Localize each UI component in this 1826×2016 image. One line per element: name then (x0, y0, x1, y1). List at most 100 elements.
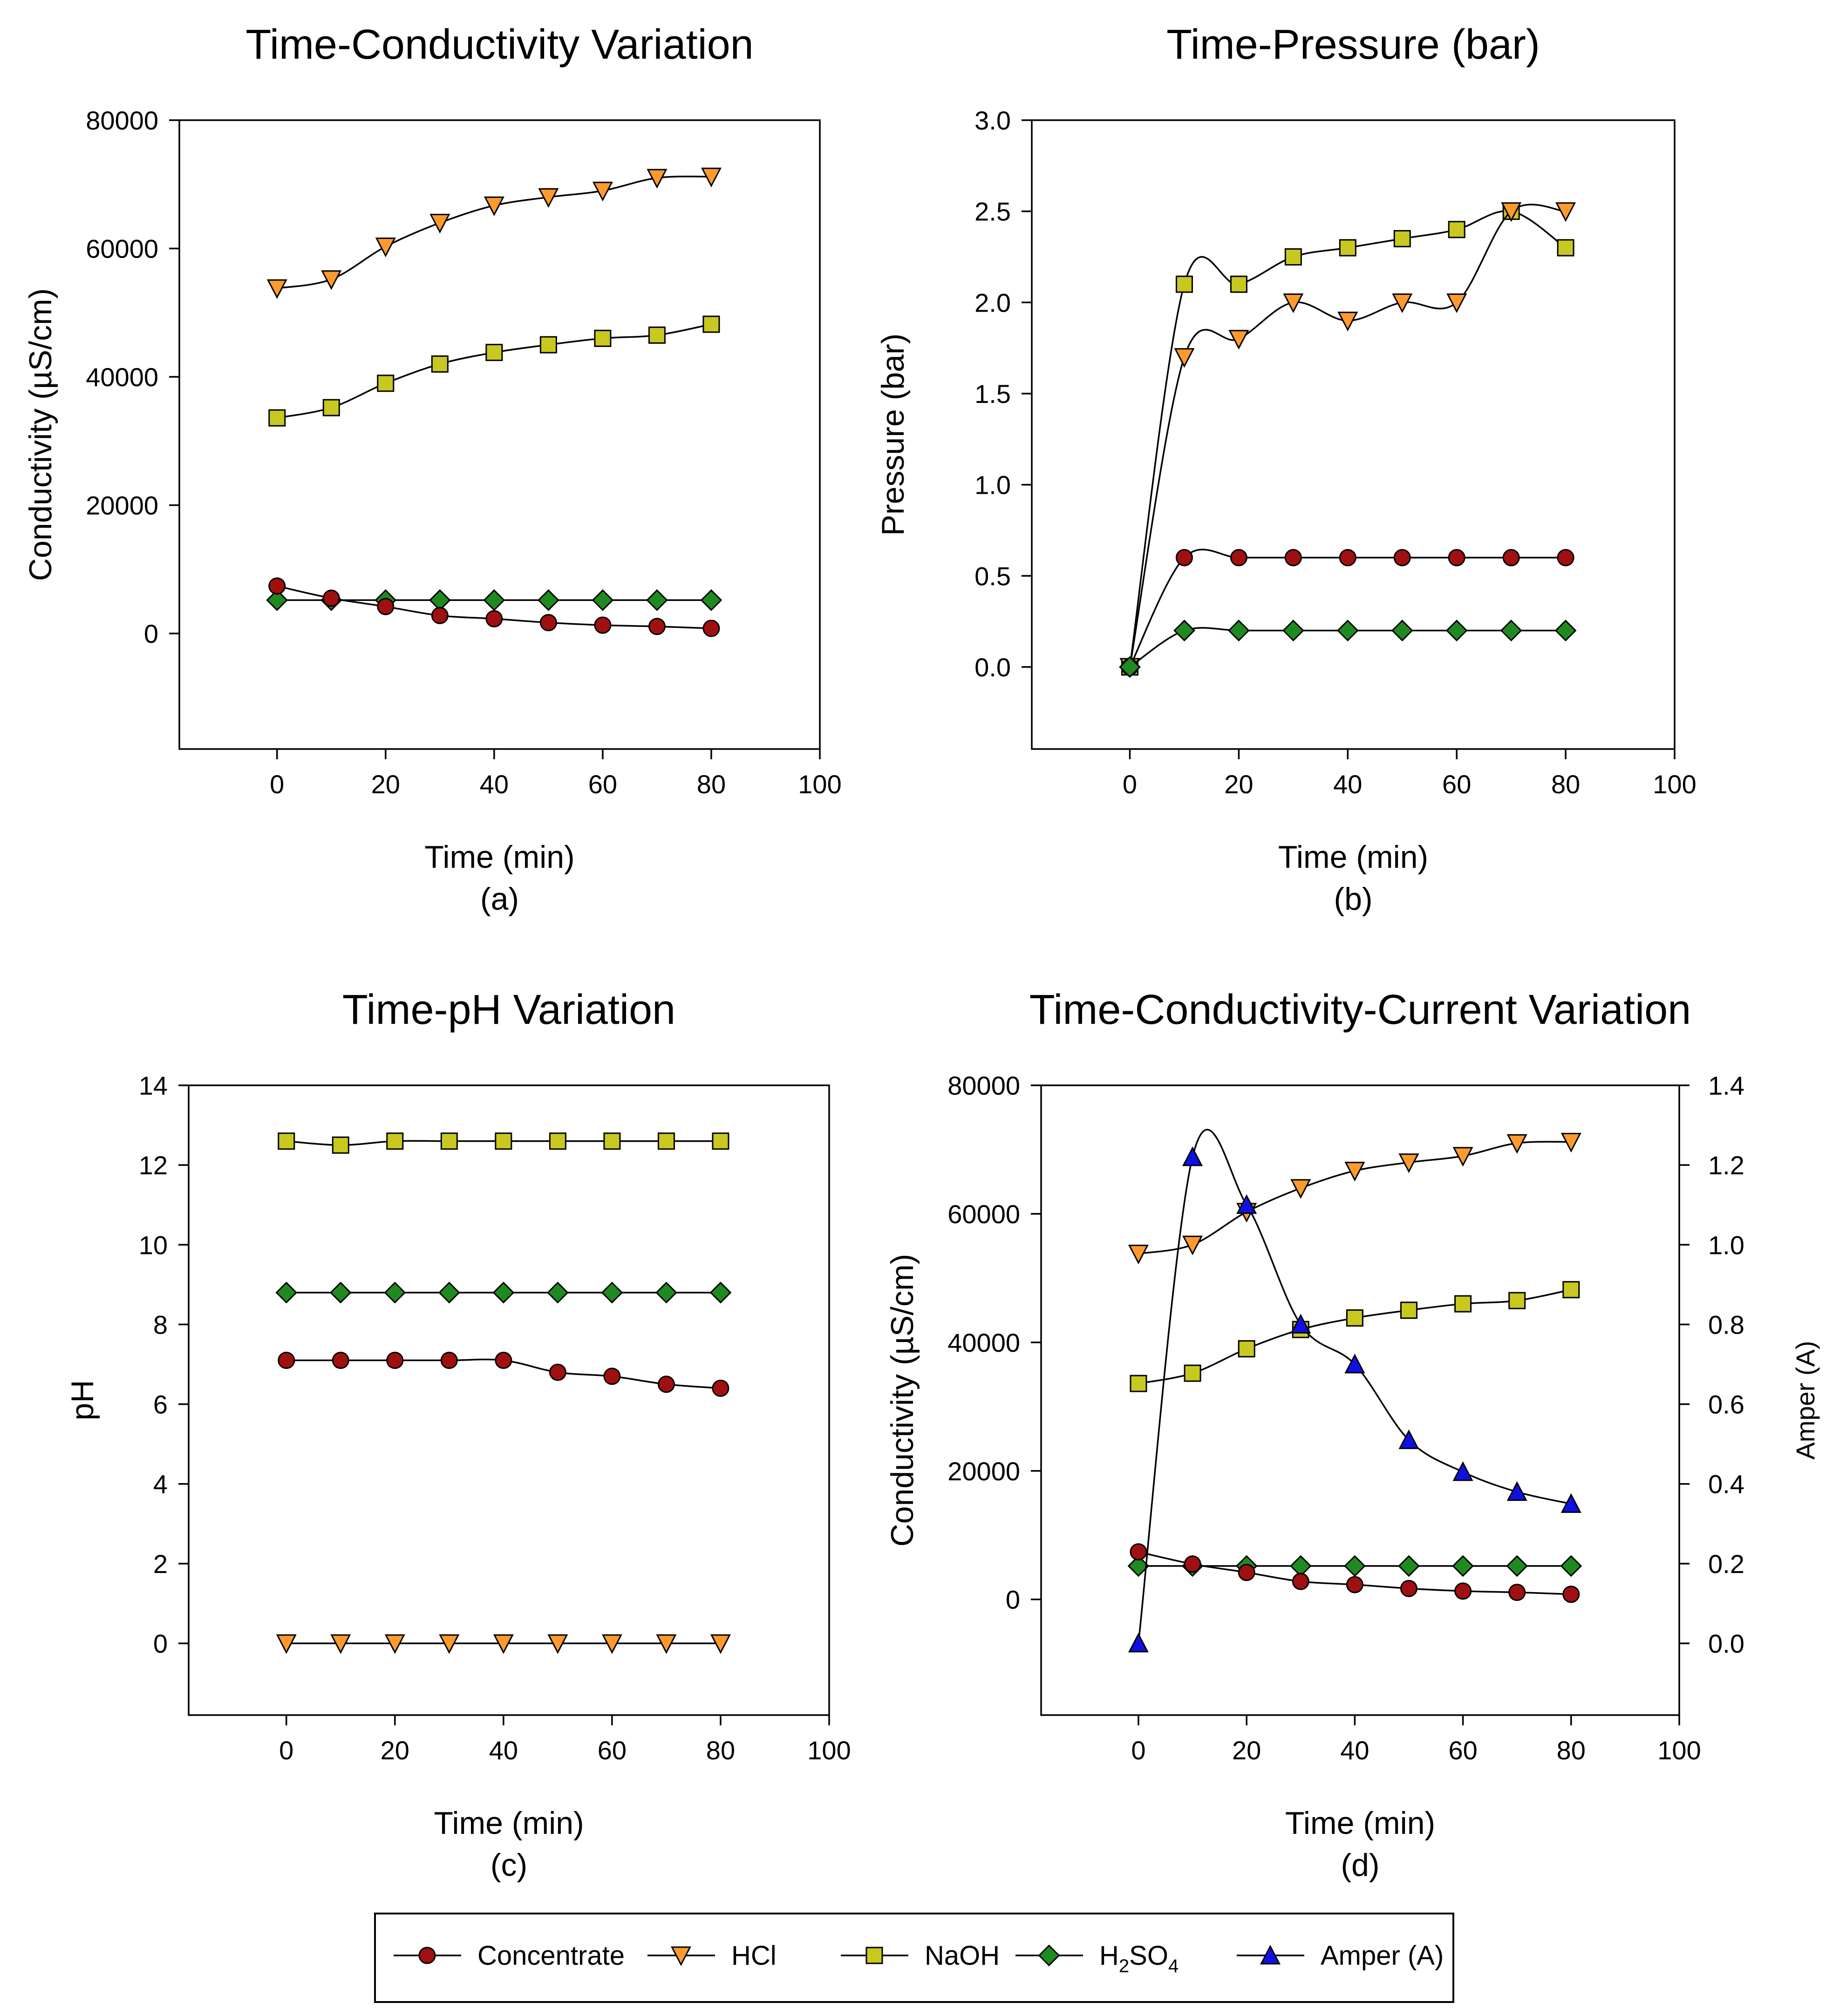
x-tick-label: 20 (381, 1736, 409, 1765)
y2-tick-label: 0.4 (1708, 1470, 1744, 1499)
data-point-h2so4 (1119, 656, 1141, 678)
x-tick-label: 0 (279, 1736, 293, 1765)
data-point-concentrate (322, 589, 340, 607)
data-point-concentrate (1508, 1583, 1526, 1601)
series-amper (1128, 1129, 1581, 1653)
series-naoh (1130, 1281, 1580, 1392)
data-point-concentrate (485, 610, 503, 627)
data-point-h2so4 (329, 1281, 352, 1304)
data-point-hcl (1398, 1153, 1419, 1173)
data-point-concentrate (648, 618, 666, 635)
data-point-naoh (1284, 248, 1302, 266)
chart-c-title: Time-pH Variation (342, 987, 675, 1033)
y-tick-label: 6 (153, 1390, 168, 1419)
data-point-h2so4 (700, 589, 722, 611)
chart-b-caption: (b) (1334, 881, 1372, 917)
data-point-naoh (1454, 1295, 1472, 1313)
data-point-hcl (1344, 1162, 1365, 1182)
data-point-naoh (702, 315, 720, 333)
y-tick-label: 0.5 (974, 561, 1011, 591)
legend-item-amper: Amper (A) (1237, 1941, 1444, 1971)
data-point-h2so4 (1228, 620, 1250, 642)
y-tick-label: 1.0 (974, 470, 1011, 500)
chart-d-title: Time-Conductivity-Current Variation (1029, 987, 1691, 1033)
data-point-hcl (276, 1634, 297, 1654)
data-point-concentrate (1130, 1543, 1147, 1561)
data-point-hcl (1446, 293, 1467, 313)
y-tick-label: 12 (139, 1151, 168, 1180)
series-h2so4 (1119, 620, 1577, 678)
y-tick-label: 2.0 (974, 288, 1011, 317)
y-tick-label: 2.5 (974, 197, 1011, 226)
chart-d-y2-axis-label: Amper (A) (1791, 1341, 1820, 1459)
y-tick-label: 0 (153, 1629, 168, 1658)
y-tick-label: 0.0 (974, 653, 1011, 682)
data-point-h2so4 (1282, 620, 1304, 642)
data-point-hcl (493, 1634, 514, 1654)
data-point-concentrate (1292, 1573, 1309, 1590)
chart-b-plot-frame (1031, 119, 1676, 750)
x-tick-label: 60 (598, 1736, 627, 1765)
series-concentrate (278, 1351, 729, 1397)
data-point-h2so4 (646, 589, 668, 611)
legend-label-h2so4: H2SO4 (1099, 1941, 1179, 1976)
data-point-concentrate (495, 1351, 512, 1369)
x-tick-label: 80 (1551, 770, 1580, 799)
data-point-h2so4 (1398, 1555, 1420, 1577)
series-h2so4 (275, 1281, 732, 1304)
data-point-amper (1398, 1429, 1419, 1449)
data-point-concentrate (440, 1351, 458, 1369)
data-point-hcl (375, 238, 396, 258)
data-point-hcl (538, 188, 559, 208)
legend-item-concentrate: Concentrate (394, 1941, 625, 1971)
y-tick-label: 2 (153, 1549, 168, 1579)
data-point-h2so4 (592, 589, 614, 611)
series-naoh (278, 1132, 729, 1154)
legend-marker-amper (1260, 1945, 1281, 1965)
data-point-hcl (1182, 1235, 1203, 1256)
data-point-hcl (592, 182, 613, 202)
data-point-naoh (1130, 1375, 1147, 1392)
x-tick-label: 40 (1333, 770, 1362, 799)
data-point-concentrate (603, 1368, 621, 1385)
x-tick-label: 40 (480, 770, 509, 799)
chart-d-caption: (d) (1341, 1847, 1379, 1883)
data-point-naoh (1508, 1292, 1526, 1309)
data-point-naoh (485, 344, 503, 361)
data-point-naoh (539, 336, 557, 354)
data-point-hcl (321, 270, 342, 290)
x-tick-label: 80 (1557, 1736, 1586, 1765)
legend-label-naoh: NaOH (925, 1941, 1000, 1971)
data-point-hcl (1501, 202, 1522, 222)
data-point-amper (1290, 1314, 1311, 1334)
legend-marker-h2so4 (1038, 1944, 1060, 1967)
chart-b-title: Time-Pressure (bar) (1166, 21, 1540, 68)
y-tick-label: 60000 (86, 234, 158, 264)
x-tick-label: 80 (697, 770, 726, 799)
x-tick-label: 0 (1131, 1736, 1145, 1765)
data-point-amper (1236, 1194, 1257, 1214)
data-point-naoh (603, 1132, 621, 1150)
x-tick-label: 20 (371, 770, 400, 799)
y-tick-label: 4 (153, 1470, 168, 1499)
legend-item-naoh: NaOH (841, 1941, 1000, 1971)
data-point-h2so4 (1173, 620, 1195, 642)
data-point-h2so4 (709, 1281, 732, 1304)
data-point-concentrate (431, 606, 449, 624)
data-point-hcl (701, 167, 722, 188)
data-point-concentrate (332, 1351, 349, 1369)
y-tick-label: 40000 (947, 1328, 1020, 1357)
chart-c: Time-pH Variation 0 20 40 60 80 100 0 2 4 6 8 10 12 14… (65, 987, 851, 1883)
x-tick-label: 0 (1123, 770, 1137, 799)
data-point-naoh (495, 1132, 512, 1150)
data-point-naoh (431, 355, 449, 373)
data-point-concentrate (1284, 549, 1302, 566)
legend-marker-concentrate (418, 1947, 436, 1964)
x-tick-label: 40 (489, 1736, 518, 1765)
y-tick-label: 20000 (947, 1457, 1020, 1486)
data-point-concentrate (1393, 549, 1411, 566)
chart-a-plot-frame (178, 119, 821, 750)
data-point-hcl (1290, 1179, 1311, 1199)
y2-tick-label: 0.6 (1708, 1390, 1744, 1419)
